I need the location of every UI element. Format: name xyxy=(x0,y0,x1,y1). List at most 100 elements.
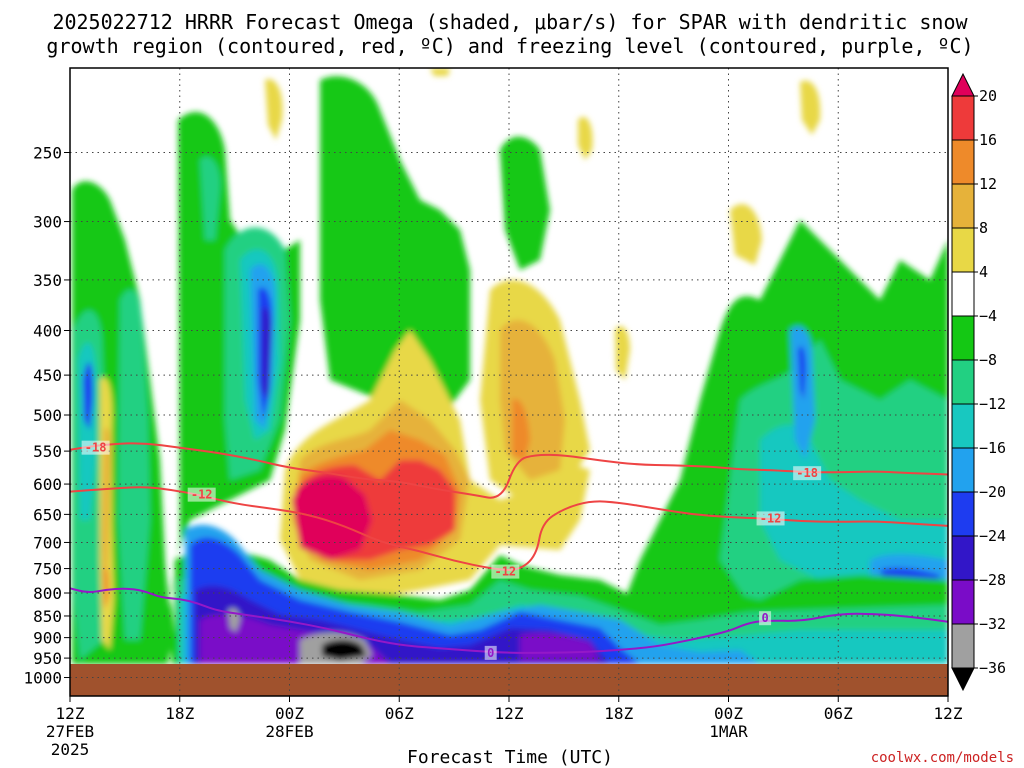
x-tick-label: 00Z xyxy=(275,704,304,723)
omega-region xyxy=(83,362,94,430)
y-tick-label: 250 xyxy=(33,144,62,163)
omega-region xyxy=(103,567,109,610)
x-tick-label: 12Z xyxy=(934,704,963,723)
colorbar-swatch xyxy=(951,359,975,405)
x-axis-label: Forecast Time (UTC) xyxy=(407,747,613,768)
contour-label: -12 xyxy=(191,488,213,502)
colorbar-tick-label: 12 xyxy=(979,175,997,193)
y-tick-label: 550 xyxy=(33,442,62,461)
omega-region xyxy=(500,136,550,270)
colorbar-swatch xyxy=(951,95,975,141)
y-axis-ticks: 250 300 350 400 450 500 550 600 650 700 750 800 850 9… xyxy=(23,144,70,688)
y-tick-label: 700 xyxy=(33,533,62,552)
omega-region xyxy=(578,116,593,160)
y-tick-label: 750 xyxy=(33,560,62,579)
chart-title-line-1: 2025022712 HRRR Forecast Omega (shaded, … xyxy=(52,10,968,34)
colorbar-tick-label: −4 xyxy=(979,307,997,325)
omega-region xyxy=(200,156,221,240)
y-tick-label: 300 xyxy=(33,213,62,232)
contour-label-bg xyxy=(793,466,822,481)
x-tick-date-label: 27FEB xyxy=(46,722,94,741)
colorbar-swatch xyxy=(951,491,975,537)
x-tick-label: 00Z xyxy=(714,704,743,723)
omega-region xyxy=(265,79,283,140)
x-tick-label: 06Z xyxy=(824,704,853,723)
colorbar-tick-label: 20 xyxy=(979,87,997,105)
colorbar-cap-bottom xyxy=(951,667,975,692)
x-tick-label: 18Z xyxy=(165,704,194,723)
contour-line--18 xyxy=(70,442,948,499)
contour-label: -18 xyxy=(85,441,107,455)
x-tick-year-label: 2025 xyxy=(51,740,90,759)
y-tick-label: 500 xyxy=(33,406,62,425)
y-tick-label: 650 xyxy=(33,505,62,524)
contour-label-bg xyxy=(756,511,785,526)
omega-region xyxy=(512,399,530,460)
x-tick-label: 12Z xyxy=(56,704,85,723)
omega-region xyxy=(292,475,372,560)
y-tick-label: 800 xyxy=(33,584,62,603)
colorbar: 20 16 12 8 4 −4 −8 −12 −16 −20 −24 −28 −32 −36 xyxy=(951,72,1006,692)
y-tick-label: 400 xyxy=(33,322,62,341)
contour-label-bg xyxy=(81,440,110,455)
colorbar-tick-label: 16 xyxy=(979,131,997,149)
omega-region xyxy=(430,68,450,76)
colorbar-tick-label: −32 xyxy=(979,615,1006,633)
omega-region xyxy=(322,639,366,660)
omega-region xyxy=(730,204,762,265)
colorbar-tick-label: −20 xyxy=(979,483,1006,501)
y-tick-label: 450 xyxy=(33,366,62,385)
colorbar-swatch xyxy=(951,315,975,361)
x-tick-label: 12Z xyxy=(495,704,524,723)
omega-region xyxy=(798,346,806,400)
colorbar-cap-top xyxy=(951,72,975,97)
colorbar-tick-label: −8 xyxy=(979,351,997,369)
contour-label: -12 xyxy=(494,565,516,579)
contour-label: 0 xyxy=(487,646,494,660)
colorbar-swatch xyxy=(951,183,975,229)
colorbar-swatch xyxy=(951,579,975,625)
colorbar-tick-label: 4 xyxy=(979,263,988,281)
omega-region xyxy=(102,427,111,600)
omega-region xyxy=(615,326,630,380)
colorbar-tick-label: −36 xyxy=(979,659,1006,677)
contours-layer: -18 -18 -12 -12 -12 0 0 xyxy=(70,440,948,660)
x-tick-date-label: 28FEB xyxy=(265,722,313,741)
y-tick-label: 950 xyxy=(33,649,62,668)
colorbar-tick-label: 8 xyxy=(979,219,988,237)
y-tick-label: 1000 xyxy=(23,669,62,688)
omega-region xyxy=(118,289,150,640)
contour-label: -18 xyxy=(796,466,818,480)
y-tick-label: 350 xyxy=(33,271,62,290)
credit-text: coolwx.com/models xyxy=(871,750,1014,766)
x-tick-label: 18Z xyxy=(604,704,633,723)
x-tick-date-label: 1MAR xyxy=(709,722,748,741)
contour-label-bg xyxy=(187,487,216,502)
colorbar-tick-label: −28 xyxy=(979,571,1006,589)
contour-label-bg xyxy=(484,645,497,660)
chart-title-line-2: growth region (contoured, red, ºC) and f… xyxy=(46,34,973,58)
contour-label-bg xyxy=(491,564,520,579)
grid-lines xyxy=(70,68,948,696)
contour-label: 0 xyxy=(761,611,768,625)
contour-label-bg xyxy=(759,611,772,626)
contour-label: -12 xyxy=(760,511,782,525)
colorbar-swatch xyxy=(951,535,975,581)
colorbar-swatch xyxy=(951,623,975,669)
omega-region xyxy=(800,80,821,135)
colorbar-tick-label: −24 xyxy=(979,527,1006,545)
colorbar-tick-label: −16 xyxy=(979,439,1006,457)
omega-region xyxy=(320,76,470,420)
x-tick-label: 06Z xyxy=(385,704,414,723)
colorbar-swatch xyxy=(951,403,975,449)
colorbar-swatch xyxy=(951,139,975,185)
y-tick-label: 900 xyxy=(33,629,62,648)
y-tick-label: 850 xyxy=(33,607,62,626)
colorbar-swatch xyxy=(951,447,975,493)
colorbar-swatch xyxy=(951,271,975,317)
colorbar-swatch xyxy=(951,227,975,273)
colorbar-tick-label: −12 xyxy=(979,395,1006,413)
y-tick-label: 600 xyxy=(33,475,62,494)
